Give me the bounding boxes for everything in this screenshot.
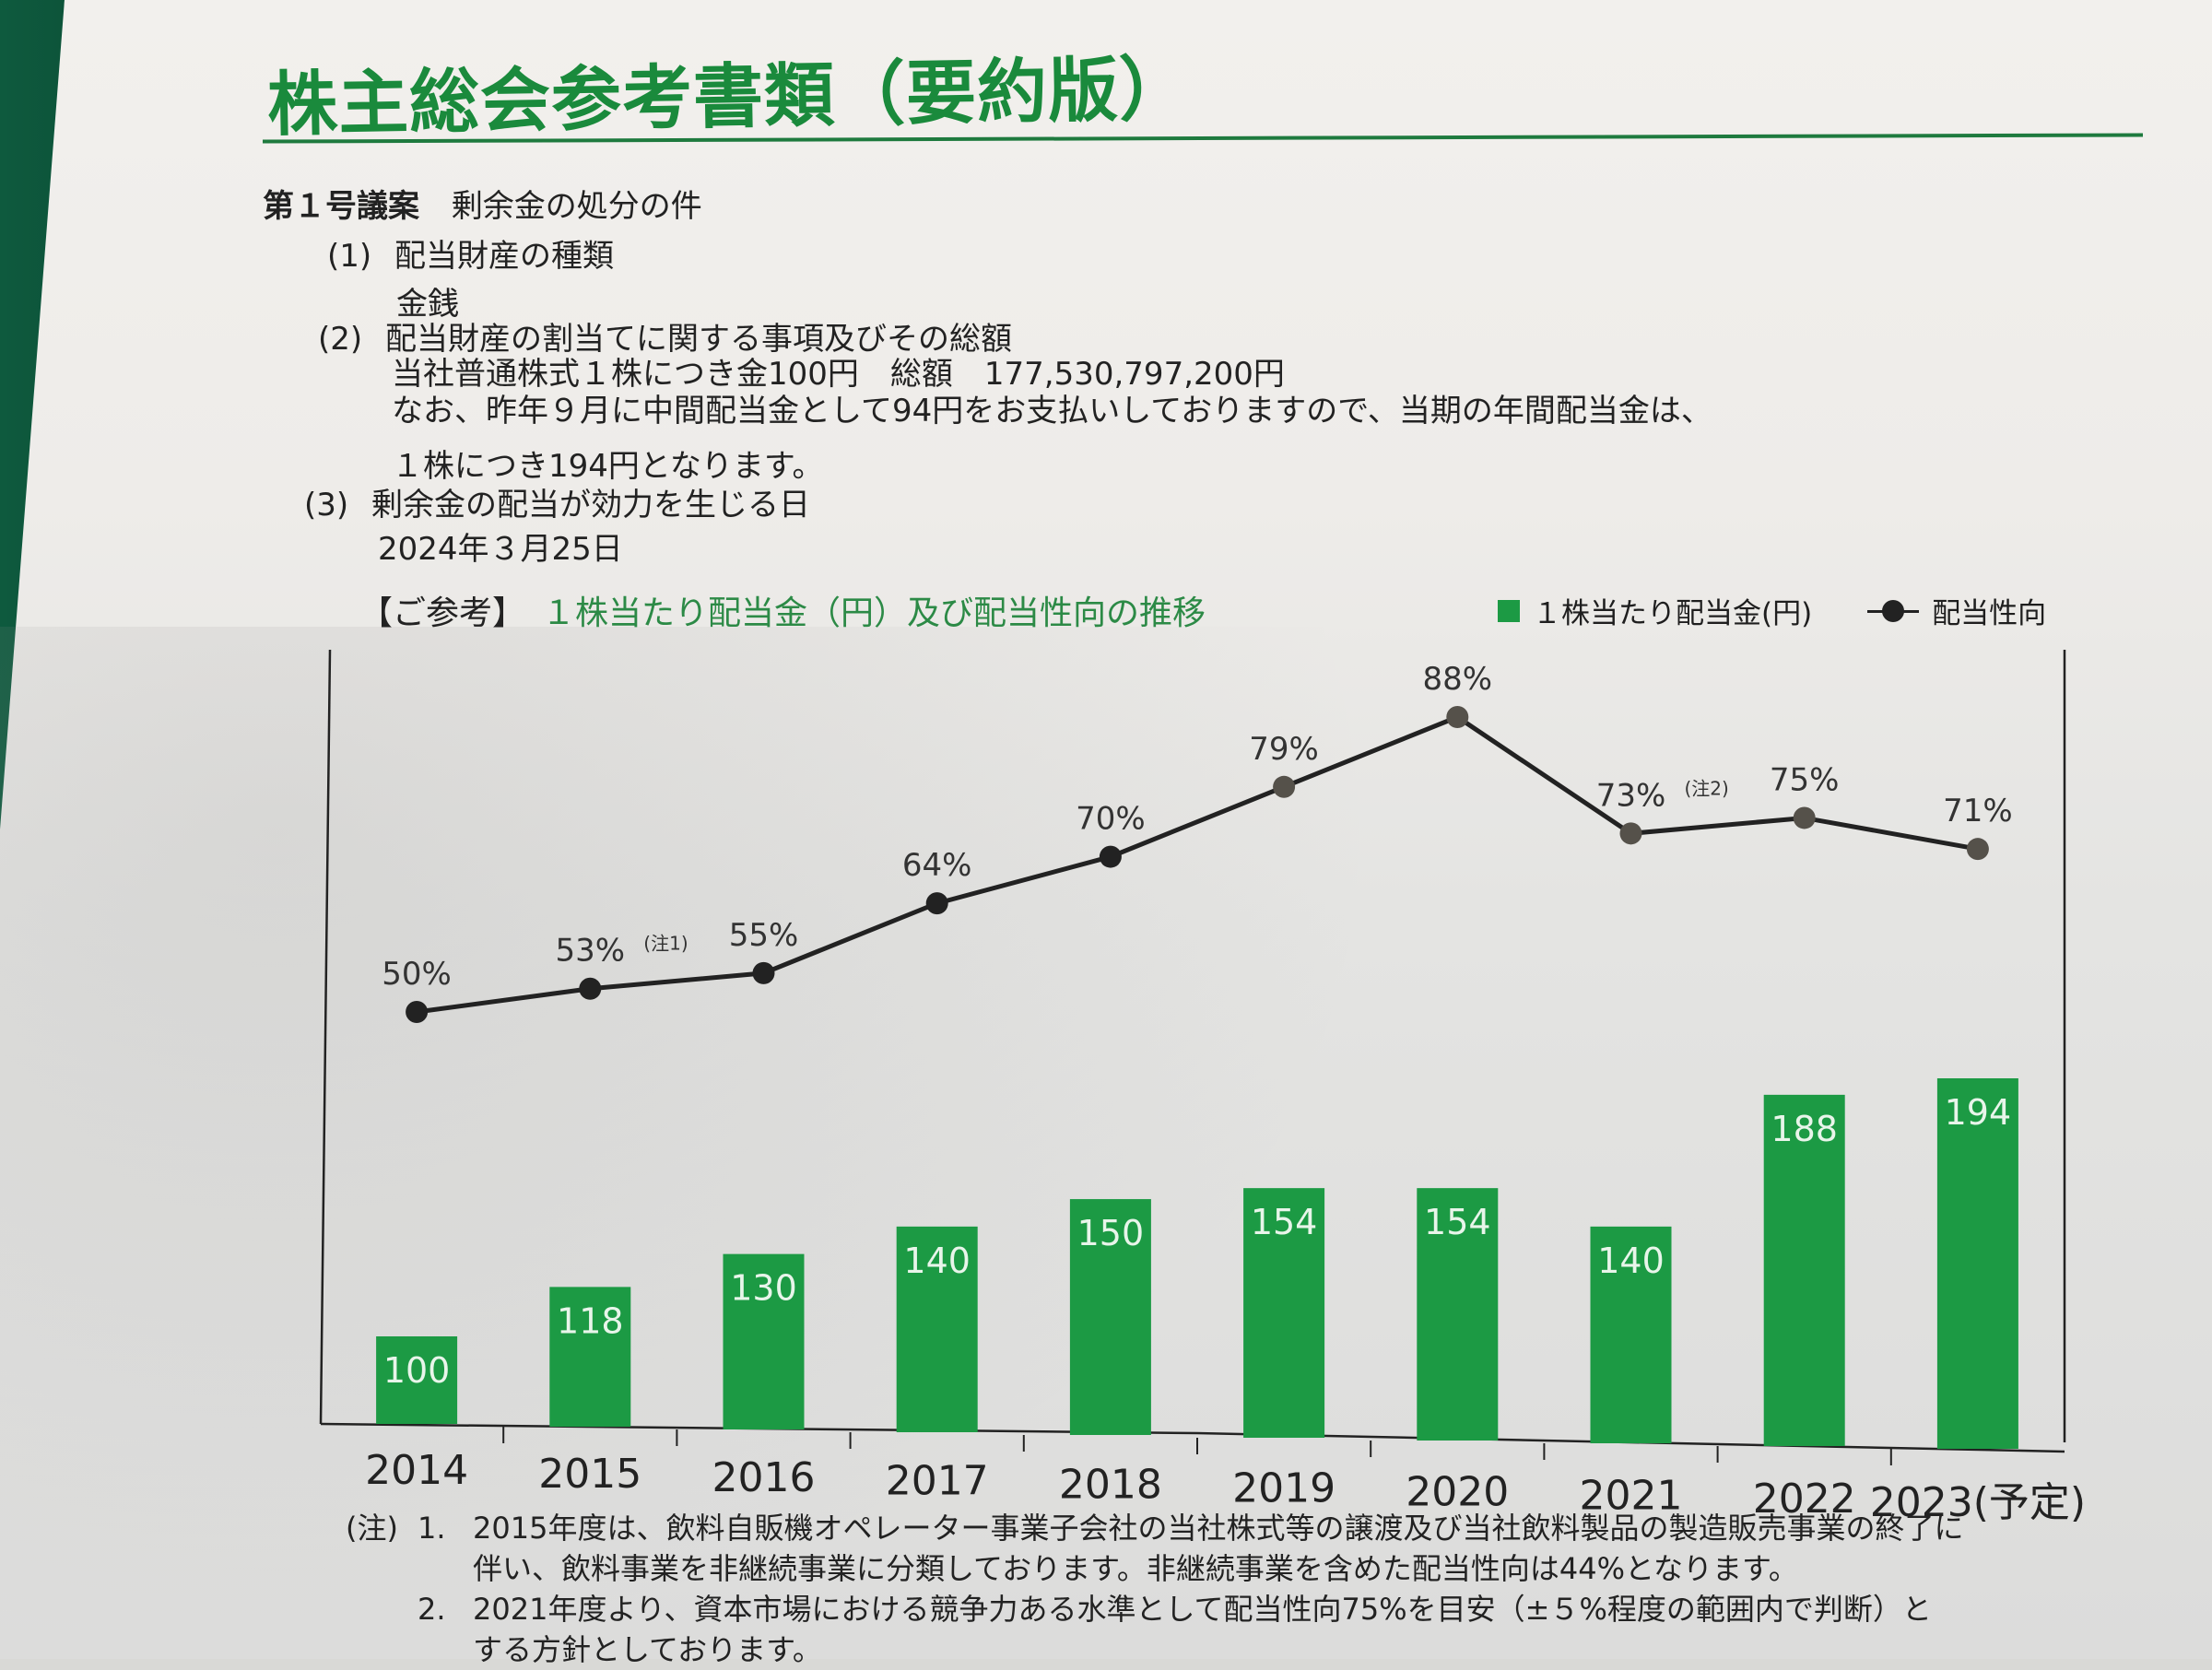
bar-2023(予定): [1936, 1078, 2018, 1449]
item-1-heading: (1) 配当財産の種類: [327, 230, 614, 276]
bar-value-label: 154: [1424, 1202, 1491, 1242]
item-heading: 剰余金の配当が効力を生じる日: [371, 487, 810, 523]
footnote-marker: (注1): [643, 933, 688, 955]
payout-ratio-label: 73%: [1596, 777, 1666, 814]
chart-title: 【ご参考】 １株当たり配当金（円）及び配当性向の推移: [359, 586, 1206, 634]
bar-value-label: 118: [557, 1300, 624, 1341]
chart-title-text: １株当たり配当金（円）及び配当性向の推移: [542, 594, 1206, 632]
payout-ratio-label: 75%: [1770, 761, 1840, 798]
bar-value-label: 188: [1771, 1109, 1838, 1149]
bar-value-label: 100: [383, 1350, 451, 1391]
item-2-line-3: １株につき194円となります。: [392, 448, 824, 485]
chart-legend: １株当たり配当金(円) 配当性向: [1498, 590, 2046, 631]
legend-line-marker-icon: [1867, 599, 1920, 622]
payout-ratio-marker: [752, 961, 775, 984]
footnote-marker: (注2): [1685, 777, 1729, 799]
bar-value-label: 150: [1077, 1213, 1145, 1253]
bar-2022: [1763, 1094, 1845, 1446]
payout-ratio-marker: [1446, 706, 1469, 728]
payout-ratio-marker: [1619, 822, 1642, 845]
payout-ratio-label: 71%: [1943, 793, 2013, 829]
footnotes: (注) 1. 2015年度は、飲料自販機オペレーター事業子会社の当社株式等の譲渡…: [346, 1508, 1963, 1670]
proposal-label: 第１号議案: [263, 188, 419, 225]
payout-ratio-label: 50%: [382, 956, 452, 993]
x-tick-label: 2020: [1406, 1468, 1509, 1515]
payout-ratio-marker: [406, 1001, 429, 1023]
x-tick-label: 2022: [1753, 1476, 1856, 1523]
legend-bar-swatch-icon: [1498, 599, 1520, 622]
x-tick-label: 2015: [538, 1451, 641, 1498]
bar-2021: [1590, 1226, 1672, 1443]
payout-ratio-label: 88%: [1423, 661, 1493, 698]
payout-ratio-label: 53%: [556, 933, 626, 970]
notes-label: (注): [346, 1511, 398, 1546]
item-2-line-1: 当社普通株式１株につき金100円 総額 177,530,797,200円: [392, 356, 1285, 393]
note-2-number: 2.: [418, 1592, 446, 1627]
proposal-subject: 剰余金の処分の件: [451, 188, 702, 225]
payout-ratio-marker: [925, 892, 948, 915]
bar-value-label: 140: [1597, 1241, 1665, 1281]
payout-ratio-label: 55%: [729, 917, 799, 954]
note-1-line-2: 伴い、飲料事業を非継続事業に分類しております。非継続事業を含めた配当性向は44%…: [473, 1551, 1798, 1586]
payout-ratio-marker: [1273, 775, 1296, 798]
payout-ratio-label: 64%: [902, 847, 972, 884]
x-tick-label: 2017: [886, 1458, 989, 1505]
x-tick-label: 2021: [1580, 1472, 1683, 1519]
item-3-line-1: 2024年３月25日: [378, 531, 623, 568]
bar-2016: [723, 1253, 805, 1429]
item-number: (3): [304, 487, 349, 523]
item-2-line-2: なお、昨年９月に中間配当金として94円をお支払いしておりますので、当期の年間配当…: [392, 393, 1712, 429]
note-1-line-1: 2015年度は、飲料自販機オペレーター事業子会社の当社株式等の譲渡及び当社飲料製…: [473, 1511, 1964, 1546]
payout-ratio-label: 70%: [1076, 801, 1146, 838]
x-tick-label: 2023(予定): [1870, 1479, 2086, 1526]
bar-2020: [1417, 1188, 1499, 1441]
proposal-heading: 第１号議案 剰余金の処分の件: [263, 181, 702, 226]
payout-ratio-marker: [1966, 838, 1989, 861]
item-heading: 配当財産の割当てに関する事項及びその総額: [384, 321, 1012, 358]
x-tick-label: 2014: [365, 1447, 468, 1494]
item-number: (1): [327, 238, 372, 275]
bar-2017: [896, 1226, 978, 1432]
item-2-heading: (2) 配当財産の割当てに関する事項及びその総額: [318, 313, 1012, 359]
payout-ratio-line: [416, 714, 1979, 1015]
x-tick-label: 2016: [712, 1454, 816, 1501]
bar-value-label: 140: [903, 1241, 971, 1281]
item-1-line-1: 金銭: [396, 286, 459, 323]
note-1-number: 1.: [418, 1511, 446, 1546]
chart-title-prefix: 【ご参考】: [359, 594, 526, 632]
bar-value-label: 130: [730, 1268, 797, 1309]
payout-ratio-marker: [1099, 845, 1122, 868]
payout-ratio-marker: [1793, 806, 1816, 829]
note-2-line-2: する方針としております。: [473, 1632, 822, 1667]
bar-2019: [1243, 1188, 1325, 1438]
x-tick-label: 2018: [1059, 1462, 1162, 1509]
item-3-heading: (3) 剰余金の配当が効力を生じる日: [304, 479, 810, 524]
payout-ratio-marker: [579, 977, 602, 1000]
legend-line-label: 配当性向: [1932, 597, 2047, 630]
bar-2014: [376, 1336, 458, 1424]
bar-value-label: 194: [1945, 1092, 2012, 1133]
x-tick-label: 2019: [1232, 1465, 1335, 1512]
item-heading: 配当財産の種類: [394, 238, 614, 275]
bar-2018: [1069, 1199, 1151, 1435]
bar-2015: [549, 1287, 631, 1427]
item-number: (2): [318, 321, 363, 358]
y-axis-left: [319, 649, 332, 1425]
note-2-line-1: 2021年度より、資本市場における競争力ある水準として配当性向75%を目安（±５…: [473, 1592, 1932, 1627]
bar-value-label: 154: [1251, 1202, 1318, 1242]
legend-bar-label: １株当たり配当金(円): [1533, 597, 1813, 630]
payout-ratio-label: 79%: [1249, 731, 1319, 768]
